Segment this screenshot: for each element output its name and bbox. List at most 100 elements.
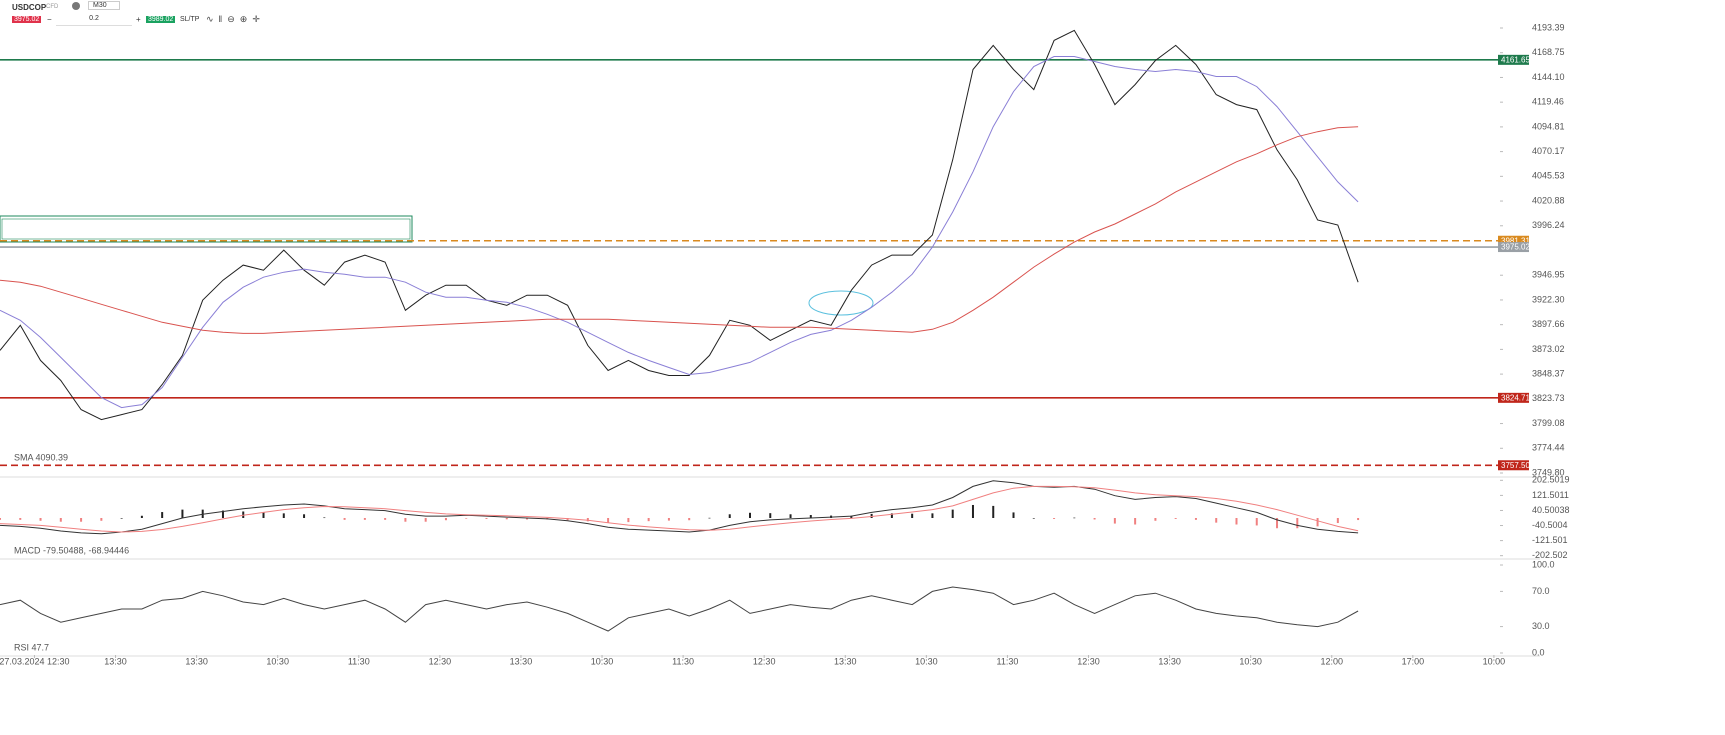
histogram-bar bbox=[0, 518, 1, 520]
info-icon[interactable] bbox=[72, 2, 80, 10]
histogram-bar bbox=[951, 509, 954, 518]
zone-box-inner bbox=[1, 218, 411, 240]
histogram-bar bbox=[586, 518, 589, 522]
histogram-bar bbox=[789, 514, 792, 518]
histogram-bar bbox=[505, 518, 508, 520]
histogram-bar bbox=[1134, 518, 1137, 525]
histogram-bar bbox=[1073, 517, 1076, 519]
histogram-bar bbox=[850, 515, 853, 518]
y-tick-label: -202.502 bbox=[1532, 550, 1568, 560]
minus[interactable]: − bbox=[47, 15, 52, 24]
level-badge bbox=[1498, 460, 1529, 471]
volume[interactable]: 0.2 bbox=[56, 15, 132, 26]
symbol: USDCOP bbox=[12, 3, 47, 12]
histogram-bar bbox=[992, 505, 995, 518]
y-tick-label: 3823.73 bbox=[1532, 393, 1565, 403]
x-tick-label: 10:30 bbox=[915, 656, 938, 666]
x-tick-label: 12:30 bbox=[753, 656, 776, 666]
histogram-bar bbox=[1194, 518, 1197, 520]
series-line bbox=[0, 126, 1359, 334]
histogram-bar bbox=[120, 518, 123, 519]
highlight-ellipse bbox=[808, 290, 874, 316]
panel-title: MACD -79.50488, -68.94446 bbox=[14, 545, 129, 555]
y-tick-label: 4070.17 bbox=[1532, 146, 1565, 156]
histogram-bar bbox=[1357, 518, 1360, 521]
y-tick-label: 3774.44 bbox=[1532, 443, 1565, 453]
y-tick-label: 3799.08 bbox=[1532, 418, 1565, 428]
level-label: 3981.31 bbox=[1501, 236, 1530, 245]
y-tick-label: 4193.39 bbox=[1532, 22, 1565, 32]
histogram-bar bbox=[870, 513, 873, 518]
histogram-bar bbox=[728, 514, 731, 518]
level-badge bbox=[1498, 392, 1529, 403]
histogram-bar bbox=[161, 512, 164, 518]
panel-title: RSI 47.7 bbox=[14, 642, 49, 652]
level-label: 3824.71 bbox=[1501, 393, 1530, 402]
sell-button[interactable]: 3975.02 bbox=[12, 16, 42, 23]
histogram-bar bbox=[647, 518, 650, 522]
tool-icons[interactable]: ∿ǁ⊖⊕✛ bbox=[206, 14, 265, 24]
x-tick-label: 13:30 bbox=[1158, 656, 1181, 666]
histogram-bar bbox=[485, 518, 488, 519]
y-tick-label: 40.50038 bbox=[1532, 505, 1570, 515]
histogram-bar bbox=[911, 513, 914, 518]
histogram-bar bbox=[667, 518, 670, 521]
y-tick-label: 3873.02 bbox=[1532, 344, 1565, 354]
legend-entry: SMA 4090.39 bbox=[14, 452, 68, 462]
plus[interactable]: + bbox=[136, 15, 141, 24]
symbol-type: CFD bbox=[46, 4, 59, 10]
histogram-bar bbox=[404, 518, 407, 522]
y-tick-label: 30.0 bbox=[1532, 621, 1550, 631]
y-tick-label: 4094.81 bbox=[1532, 121, 1565, 131]
interval[interactable]: M30 bbox=[88, 1, 120, 10]
y-tick-label: 100.0 bbox=[1532, 559, 1555, 569]
histogram-bar bbox=[323, 517, 326, 519]
level-badge bbox=[1498, 242, 1529, 253]
series-line bbox=[0, 29, 1359, 421]
histogram-bar bbox=[809, 515, 812, 518]
buy-button[interactable]: 3989.02 bbox=[146, 16, 176, 23]
histogram-bar bbox=[465, 518, 468, 519]
histogram-bar bbox=[39, 518, 42, 521]
y-tick-label: 202.5019 bbox=[1532, 475, 1570, 485]
y-tick-label: 3996.24 bbox=[1532, 220, 1565, 230]
x-tick-label: 10:30 bbox=[1239, 656, 1262, 666]
x-tick-label: 10:30 bbox=[591, 656, 614, 666]
histogram-bar bbox=[1093, 518, 1096, 520]
histogram-bar bbox=[424, 518, 427, 522]
histogram-bar bbox=[100, 518, 103, 521]
y-tick-label: 3848.37 bbox=[1532, 368, 1565, 378]
x-tick-label: 13:30 bbox=[185, 656, 208, 666]
y-tick-label: 3946.95 bbox=[1532, 270, 1565, 280]
histogram-bar bbox=[343, 518, 346, 520]
level-label: 3975.02 bbox=[1501, 243, 1530, 252]
histogram-bar bbox=[526, 518, 529, 520]
histogram-bar bbox=[1053, 518, 1056, 519]
x-tick-label: 10:00 bbox=[1483, 656, 1506, 666]
histogram-bar bbox=[1255, 518, 1258, 526]
x-tick-label: 12:30 bbox=[1077, 656, 1100, 666]
histogram-bar bbox=[1174, 518, 1177, 519]
histogram-bar bbox=[1336, 518, 1339, 524]
histogram-bar bbox=[363, 518, 366, 520]
histogram-bar bbox=[181, 509, 184, 518]
histogram-bar bbox=[1296, 518, 1299, 529]
sltp[interactable]: SL/TP bbox=[180, 16, 200, 23]
y-tick-label: 121.5011 bbox=[1532, 490, 1569, 500]
zone-box bbox=[0, 215, 413, 243]
y-tick-label: 4144.10 bbox=[1532, 72, 1565, 82]
histogram-bar bbox=[1113, 518, 1116, 524]
histogram-bar bbox=[607, 518, 610, 523]
y-tick-label: 4119.46 bbox=[1532, 97, 1564, 107]
histogram-bar bbox=[140, 515, 143, 518]
x-tick-label: 13:30 bbox=[834, 656, 857, 666]
x-tick-label: 13:30 bbox=[510, 656, 533, 666]
histogram-bar bbox=[1316, 518, 1319, 527]
histogram-bar bbox=[1215, 518, 1218, 523]
histogram-bar bbox=[444, 518, 447, 521]
x-tick-label: 17:00 bbox=[1402, 656, 1425, 666]
histogram-bar bbox=[80, 518, 83, 522]
y-tick-label: 3749.80 bbox=[1532, 467, 1565, 477]
